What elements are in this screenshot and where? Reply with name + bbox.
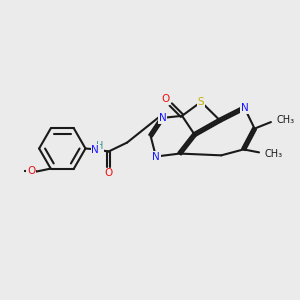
Text: N: N [241,103,248,113]
Text: O: O [27,166,35,176]
Text: CH₃: CH₃ [264,148,283,159]
Text: N: N [92,145,99,155]
Text: N: N [152,152,160,161]
Text: CH₃: CH₃ [276,115,294,125]
Text: N: N [159,113,166,123]
Text: S: S [198,97,204,107]
Text: H: H [96,141,103,151]
Text: O: O [26,166,34,176]
Text: O: O [161,94,169,104]
Text: O: O [104,169,113,178]
